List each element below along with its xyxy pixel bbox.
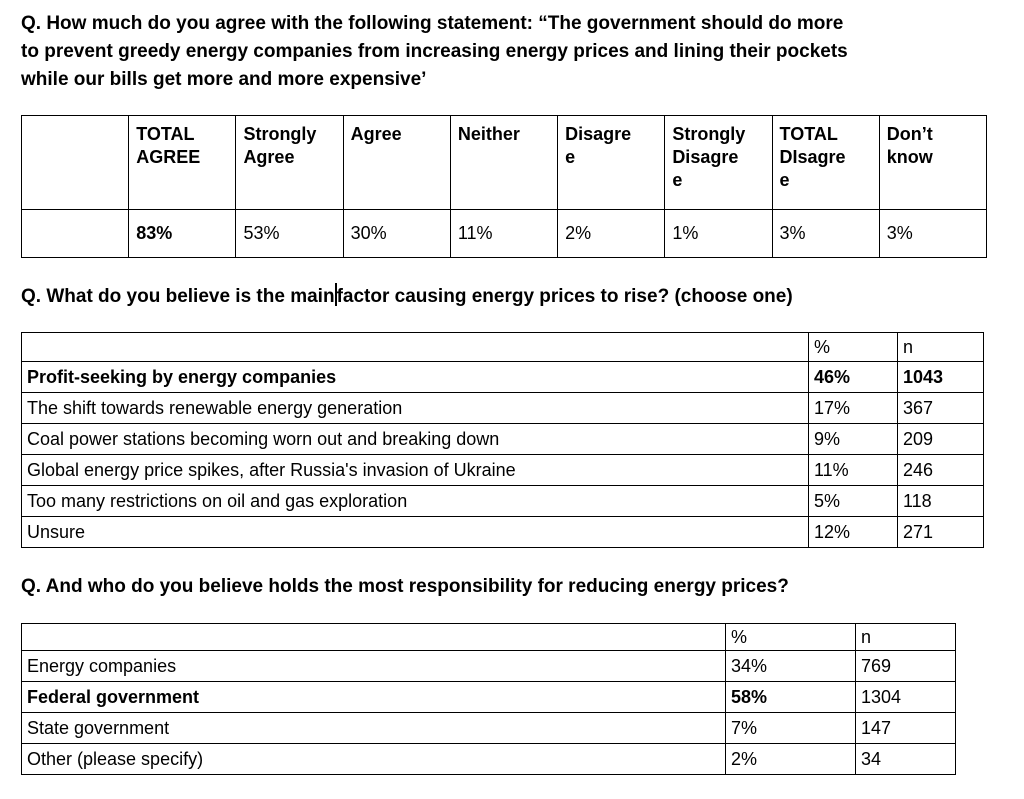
responsibility-percent-cell[interactable]: 2% — [725, 743, 856, 775]
question-main-factor-text-before: Q. What do you believe is the main — [21, 286, 335, 307]
factor-label-cell[interactable]: The shift towards renewable energy gener… — [21, 392, 809, 424]
factor-header-n[interactable]: n — [897, 332, 984, 362]
agreement-table: TOTAL AGREE Strongly Agree Agree Neither… — [20, 115, 988, 258]
factor-row-unsure: Unsure 12% 271 — [21, 516, 984, 548]
agreement-header-total-disagree[interactable]: TOTAL DIsagre e — [771, 115, 880, 210]
factor-header-percent[interactable]: % — [808, 332, 898, 362]
agreement-value-neither[interactable]: 11% — [449, 209, 559, 258]
responsibility-row-other: Other (please specify) 2% 34 — [21, 743, 956, 775]
question-main-factor-text-after: factor causing energy prices to rise? (c… — [336, 286, 793, 307]
factor-n-cell[interactable]: 271 — [897, 516, 984, 548]
factor-label-cell[interactable]: Global energy price spikes, after Russia… — [21, 454, 809, 486]
agreement-header-agree[interactable]: Agree — [342, 115, 451, 210]
responsibility-label-cell[interactable]: Energy companies — [21, 650, 726, 682]
responsibility-row-energy-companies: Energy companies 34% 769 — [21, 650, 956, 682]
question-agreement[interactable]: Q. How much do you agree with the follow… — [21, 13, 848, 90]
factor-n-cell[interactable]: 118 — [897, 485, 984, 517]
responsibility-n-cell[interactable]: 769 — [855, 650, 956, 682]
agreement-values-row: 83% 53% 30% 11% 2% 1% 3% 3% — [20, 209, 988, 258]
factor-n-cell[interactable]: 246 — [897, 454, 984, 486]
question-main-factor[interactable]: Q. What do you believe is the main factor… — [21, 283, 1001, 311]
responsibility-label-cell[interactable]: State government — [21, 712, 726, 744]
responsibility-header-percent[interactable]: % — [725, 623, 856, 651]
agreement-value-agree[interactable]: 30% — [342, 209, 451, 258]
factor-row-profit-seeking: Profit-seeking by energy companies 46% 1… — [21, 361, 984, 393]
agreement-value-disagree[interactable]: 2% — [557, 209, 666, 258]
factor-n-cell[interactable]: 209 — [897, 423, 984, 455]
factor-percent-cell[interactable]: 46% — [808, 361, 898, 393]
main-factor-table: % n Profit-seeking by energy companies 4… — [21, 332, 984, 548]
factor-n-cell[interactable]: 1043 — [897, 361, 984, 393]
text-cursor — [334, 283, 337, 306]
question-responsibility[interactable]: Q. And who do you believe holds the most… — [21, 576, 789, 597]
factor-n-cell[interactable]: 367 — [897, 392, 984, 424]
factor-header-blank[interactable] — [21, 332, 809, 362]
factor-row-coal-stations: Coal power stations becoming worn out an… — [21, 423, 984, 455]
responsibility-header-blank[interactable] — [21, 623, 726, 651]
agreement-header-dont-know[interactable]: Don’t know — [878, 115, 988, 210]
responsibility-row-federal-government: Federal government 58% 1304 — [21, 681, 956, 713]
factor-label-cell[interactable]: Too many restrictions on oil and gas exp… — [21, 485, 809, 517]
agreement-header-total-agree[interactable]: TOTAL AGREE — [128, 115, 237, 210]
factor-row-renewables: The shift towards renewable energy gener… — [21, 392, 984, 424]
agreement-header-blank[interactable] — [20, 115, 130, 210]
agreement-header-disagree[interactable]: Disagre e — [557, 115, 666, 210]
factor-row-global-spikes: Global energy price spikes, after Russia… — [21, 454, 984, 486]
agreement-value-strongly-disagree[interactable]: 1% — [664, 209, 773, 258]
responsibility-header-row: % n — [21, 623, 956, 651]
factor-percent-cell[interactable]: 5% — [808, 485, 898, 517]
responsibility-percent-cell[interactable]: 58% — [725, 681, 856, 713]
factor-label-cell[interactable]: Coal power stations becoming worn out an… — [21, 423, 809, 455]
responsibility-n-cell[interactable]: 1304 — [855, 681, 956, 713]
factor-percent-cell[interactable]: 11% — [808, 454, 898, 486]
factor-percent-cell[interactable]: 9% — [808, 423, 898, 455]
agreement-value-total-disagree[interactable]: 3% — [771, 209, 880, 258]
factor-percent-cell[interactable]: 12% — [808, 516, 898, 548]
responsibility-row-state-government: State government 7% 147 — [21, 712, 956, 744]
agreement-header-strongly-disagree[interactable]: Strongly Disagre e — [664, 115, 773, 210]
responsibility-header-n[interactable]: n — [855, 623, 956, 651]
agreement-header-row: TOTAL AGREE Strongly Agree Agree Neither… — [20, 115, 988, 210]
factor-label-cell[interactable]: Profit-seeking by energy companies — [21, 361, 809, 393]
factor-row-restrictions: Too many restrictions on oil and gas exp… — [21, 485, 984, 517]
agreement-value-strongly-agree[interactable]: 53% — [235, 209, 344, 258]
agreement-value-total-agree[interactable]: 83% — [128, 209, 237, 258]
agreement-header-strongly-agree[interactable]: Strongly Agree — [235, 115, 344, 210]
responsibility-n-cell[interactable]: 34 — [855, 743, 956, 775]
agreement-value-dont-know[interactable]: 3% — [878, 209, 988, 258]
agreement-value-blank[interactable] — [20, 209, 130, 258]
responsibility-label-cell[interactable]: Other (please specify) — [21, 743, 726, 775]
factor-percent-cell[interactable]: 17% — [808, 392, 898, 424]
responsibility-n-cell[interactable]: 147 — [855, 712, 956, 744]
responsibility-percent-cell[interactable]: 34% — [725, 650, 856, 682]
agreement-header-neither[interactable]: Neither — [449, 115, 559, 210]
responsibility-percent-cell[interactable]: 7% — [725, 712, 856, 744]
responsibility-table: % n Energy companies 34% 769 Federal gov… — [21, 623, 956, 775]
factor-label-cell[interactable]: Unsure — [21, 516, 809, 548]
responsibility-label-cell[interactable]: Federal government — [21, 681, 726, 713]
factor-header-row: % n — [21, 332, 984, 362]
